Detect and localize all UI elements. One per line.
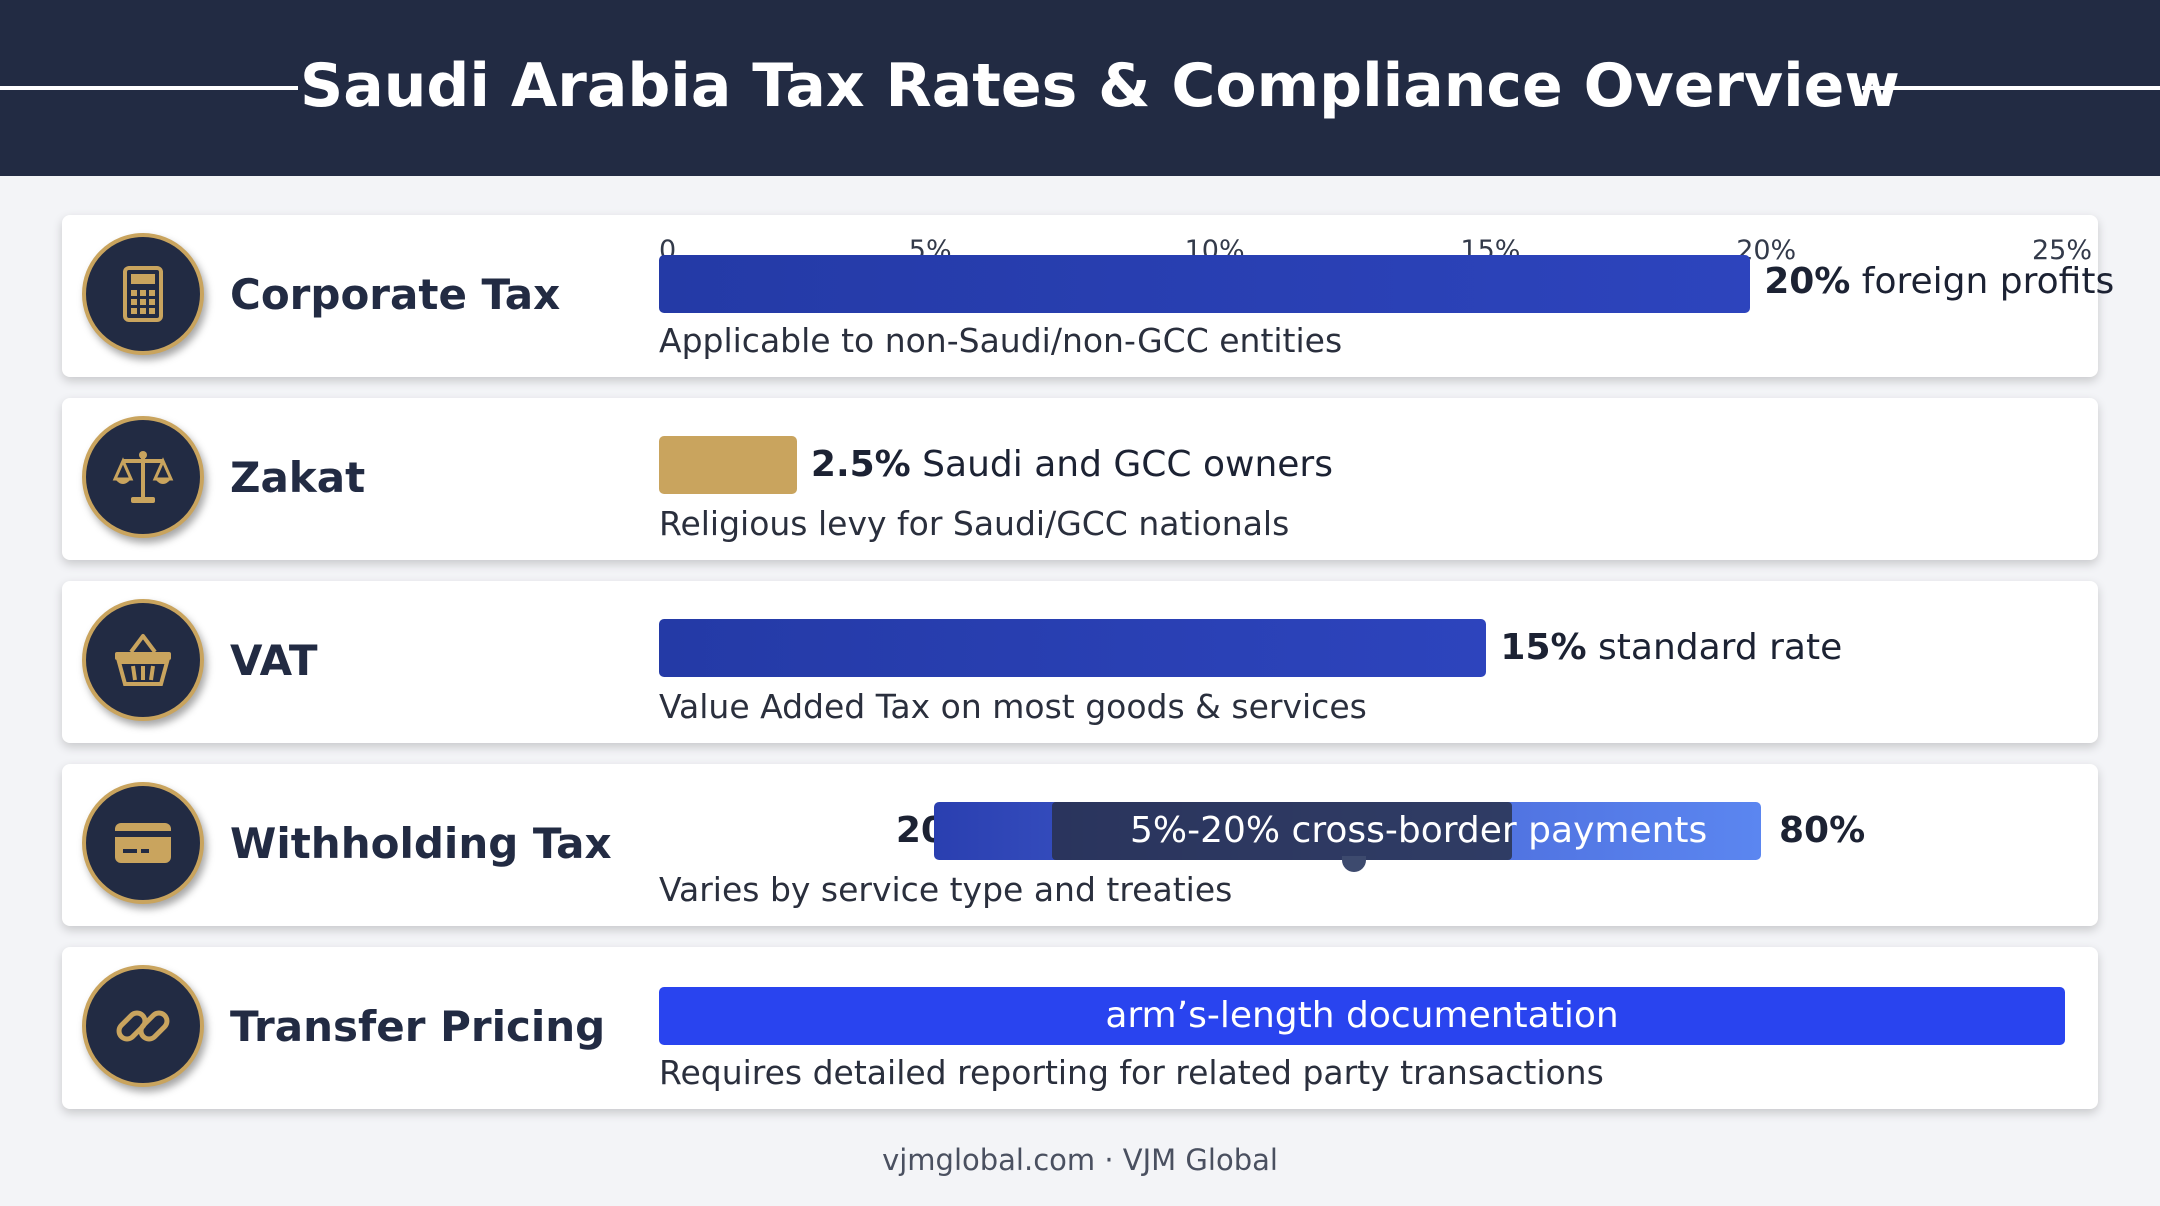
calculator-icon xyxy=(82,233,204,355)
card-transfer-pricing: Transfer Pricing arm’s-length documentat… xyxy=(62,947,2098,1109)
row-description: Varies by service type and treaties xyxy=(659,870,1233,909)
card-corporate-tax: Corporate Tax 0 5% 10% 15% 20% 25% 20% foreig… xyxy=(62,215,2114,377)
link-icon xyxy=(82,965,204,1087)
card-vat: VAT 15% standard rate Value Added Tax on… xyxy=(62,581,2098,743)
rate-value: 15% xyxy=(1500,627,1587,668)
bar-corporate-tax xyxy=(659,255,1751,313)
row-description: Applicable to non-Saudi/non-GCC entities xyxy=(659,321,1343,360)
range-high-label: 80% xyxy=(1779,810,1866,851)
row-title: Transfer Pricing xyxy=(230,1002,606,1051)
bar-vat xyxy=(659,619,1487,677)
rate-suffix: standard rate xyxy=(1586,627,1843,668)
tooltip-pointer xyxy=(1342,856,1366,872)
shopping-basket-icon xyxy=(82,599,204,721)
range-label: 5%-20% cross-border payments xyxy=(1130,810,1708,851)
card-withholding-tax: Withholding Tax 20% 5%-20% cross-border … xyxy=(62,764,2098,926)
row-title: VAT xyxy=(230,636,318,685)
range-tooltip xyxy=(1052,802,1512,860)
rate-value: 20% xyxy=(1764,261,1851,302)
bar-transfer-pricing xyxy=(659,987,2065,1045)
footer-credit: vjmglobal.com · VJM Global xyxy=(882,1143,1278,1177)
credit-card-icon xyxy=(82,782,204,904)
rate-value: 2.5% xyxy=(810,444,911,485)
row-description: Religious levy for Saudi/GCC nationals xyxy=(659,504,1290,543)
header-banner: Saudi Arabia Tax Rates & Compliance Over… xyxy=(0,0,2160,176)
bar-label-zakat: 2.5% Saudi and GCC owners xyxy=(811,441,1333,489)
row-description: Requires detailed reporting for related … xyxy=(659,1053,1604,1092)
balance-scale-icon xyxy=(82,416,204,538)
page-title: Saudi Arabia Tax Rates & Compliance Over… xyxy=(300,51,1900,121)
row-title: Zakat xyxy=(230,453,366,502)
row-title: Corporate Tax xyxy=(230,270,561,319)
bar-zakat xyxy=(659,436,797,494)
header-rule-left xyxy=(0,86,298,90)
bar-label-vat: 15% standard rate xyxy=(1500,624,1842,672)
rate-suffix: Saudi and GCC owners xyxy=(910,444,1333,485)
header-rule-right xyxy=(1862,86,2160,90)
bar-label-corporate-tax: 20% foreign profits xyxy=(1764,258,2114,306)
row-description: Value Added Tax on most goods & services xyxy=(659,687,1367,726)
x-tick-label: 25% xyxy=(2032,235,2093,266)
row-title: Withholding Tax xyxy=(230,819,612,868)
bar-text-transfer-pricing: arm’s-length documentation xyxy=(1105,995,1619,1036)
rate-suffix: foreign profits xyxy=(1850,261,2115,302)
card-zakat: Zakat 2.5% Saudi and GCC owners Religiou… xyxy=(62,398,2098,560)
